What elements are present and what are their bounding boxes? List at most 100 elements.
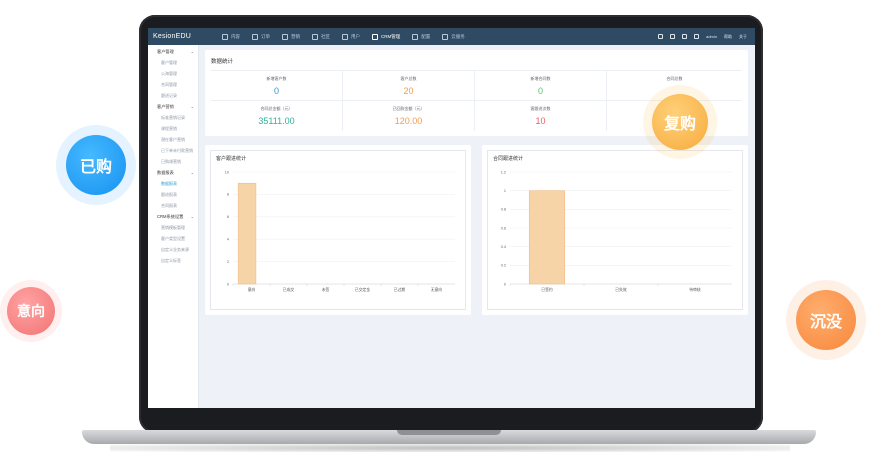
silent-bubble: 沉没	[796, 290, 856, 350]
app-screen: KesionEDU 内容 订单 营销 社区 用户 CRM管理 配置 云服务 ad…	[148, 28, 755, 408]
x-tick-label: 已成交	[283, 287, 295, 292]
sidebar-group-label: CRM系统设置	[157, 213, 184, 219]
help-link[interactable]: 帮助	[724, 33, 732, 39]
sidebar-item[interactable]: 已下单未付款营销	[161, 148, 193, 153]
sidebar-item[interactable]: 客户管理	[161, 60, 177, 65]
x-tick-label: 意向	[248, 287, 256, 292]
nav-label: 用户	[351, 33, 360, 39]
about-link[interactable]: 关于	[739, 33, 747, 39]
sidebar-item[interactable]: 合同管理	[161, 82, 177, 87]
sidebar: 客户管理 ⌄ 客户管理 公海管理 合同管理 跟进记录 客户营销 ⌄ 标准营销记录 课…	[148, 45, 199, 408]
sidebar-group-marketing[interactable]: 客户营销 ⌄	[148, 101, 198, 112]
stat-contract-amount: 合同总金额（元） 35111.00	[211, 101, 343, 131]
sidebar-item[interactable]: 客户类型设置	[161, 236, 185, 241]
x-tick-label: 已交定金	[355, 287, 370, 292]
sidebar-group-label: 客户营销	[157, 103, 174, 109]
chart-frame	[210, 150, 466, 310]
stat-value: 35111.00	[258, 116, 295, 126]
nav-community[interactable]: 社区	[306, 28, 336, 45]
sidebar-item-data-report[interactable]: 数据报表	[161, 181, 177, 186]
nav-user[interactable]: 用户	[336, 28, 366, 45]
sidebar-item[interactable]: 营销模板管理	[161, 225, 185, 230]
y-tick-label: 4	[227, 238, 229, 242]
brand-logo[interactable]: KesionEDU	[153, 33, 191, 40]
content-icon	[222, 33, 228, 40]
nav-marketing[interactable]: 营销	[276, 28, 306, 45]
nav-content[interactable]: 内容	[216, 28, 246, 45]
stat-label: 新增客户数	[266, 76, 287, 81]
y-tick-label: 10	[225, 170, 229, 174]
stat-value: 0	[537, 86, 543, 96]
y-tick-label: 8	[227, 193, 229, 197]
y-tick-label: 0	[227, 282, 229, 286]
stat-received-amount: 已回款金额（元） 120.00	[343, 101, 475, 131]
sidebar-item[interactable]: 公海管理	[161, 71, 177, 76]
top-right-tools: admin 帮助 关于	[658, 28, 747, 45]
sidebar-item[interactable]: 已购课营销	[161, 159, 181, 164]
y-tick-label: 0	[504, 282, 506, 286]
sidebar-item[interactable]: 课程营销	[161, 126, 177, 131]
top-nav-bar: KesionEDU 内容 订单 营销 社区 用户 CRM管理 配置 云服务 ad…	[148, 28, 755, 45]
x-tick-label: 已失效	[615, 287, 627, 292]
nav-label: 社区	[321, 33, 330, 39]
intent-bubble: 意向	[7, 287, 55, 335]
nav-label: 内容	[231, 33, 240, 39]
y-tick-label: 0.4	[501, 245, 506, 249]
sidebar-item[interactable]: 自定义标签	[161, 258, 181, 263]
y-tick-label: 6	[227, 215, 229, 219]
stat-new-customers: 新增客户数 0	[211, 71, 343, 101]
nav-label: 订单	[261, 33, 270, 39]
nav-label: CRM管理	[381, 33, 401, 39]
contract-chart: 0 0.2 0.4 0.6 0.8 1 1.2 已签约 已失效 待审核	[501, 170, 732, 292]
stat-label: 已回款金额（元）	[392, 106, 425, 111]
customer-chart-card: 客户跟进统计 0 2 4 6 8 10 意向 已成交 未签 已交定金 已过期 无意向	[205, 145, 471, 315]
sidebar-item[interactable]: 跟进报表	[161, 192, 177, 197]
sidebar-item[interactable]: 跟进记录	[161, 93, 177, 98]
bar	[528, 190, 566, 285]
laptop-base-notch	[397, 430, 501, 435]
stat-label: 客跟进次数	[530, 106, 551, 111]
y-tick-label: 1	[504, 189, 506, 193]
sidebar-item[interactable]: 自定义业务来源	[161, 247, 189, 252]
chevron-down-icon: ⌄	[190, 49, 194, 54]
repurchase-bubble: 复购	[652, 94, 708, 150]
sidebar-group-settings[interactable]: CRM系统设置 ⌄	[148, 211, 198, 222]
home-icon[interactable]	[658, 34, 664, 39]
bar	[237, 182, 257, 285]
stat-label: 合同总金额（元）	[260, 106, 293, 111]
x-tick-label: 已签约	[541, 287, 553, 292]
laptop-base	[82, 430, 816, 444]
nav-config[interactable]: 配置	[406, 28, 436, 45]
contract-chart-title: 合同跟进统计	[493, 156, 524, 162]
mobile-icon[interactable]	[682, 34, 688, 39]
nav-crm[interactable]: CRM管理	[366, 28, 406, 45]
x-tick-label: 无意向	[431, 287, 443, 292]
nav-label: 营销	[291, 33, 300, 39]
sidebar-group-reports[interactable]: 数据报表 ⌄	[148, 167, 198, 178]
sidebar-group-customer[interactable]: 客户管理 ⌄	[148, 46, 198, 57]
stat-followups: 客跟进次数 10	[475, 101, 607, 131]
stat-value: 0	[273, 86, 279, 96]
stat-value: 120.00	[394, 116, 423, 126]
monitor-icon[interactable]	[670, 34, 676, 39]
nav-label: 配置	[421, 33, 431, 39]
chevron-down-icon: ⌄	[190, 214, 194, 219]
sidebar-item[interactable]: 标准营销记录	[161, 115, 185, 120]
x-tick-label: 待审核	[689, 287, 701, 292]
admin-user-menu[interactable]: admin	[706, 34, 717, 39]
chat-icon	[312, 33, 318, 40]
nav-order[interactable]: 订单	[246, 28, 276, 45]
nav-label: 云服务	[451, 33, 465, 39]
x-tick-label: 未签	[322, 287, 330, 292]
y-tick-label: 2	[227, 260, 229, 264]
sidebar-item[interactable]: 潜在客户营销	[161, 137, 185, 142]
nav-cloud[interactable]: 云服务	[436, 28, 471, 45]
y-tick-label: 0.6	[501, 226, 506, 230]
plugin-icon[interactable]	[694, 34, 700, 39]
tag-icon	[282, 33, 288, 40]
user-icon	[342, 33, 348, 40]
sidebar-item[interactable]: 合同报表	[161, 203, 177, 208]
stat-value: 10	[535, 116, 546, 126]
chevron-down-icon: ⌄	[190, 104, 194, 109]
stat-new-contracts: 新增合同数 0	[475, 71, 607, 101]
